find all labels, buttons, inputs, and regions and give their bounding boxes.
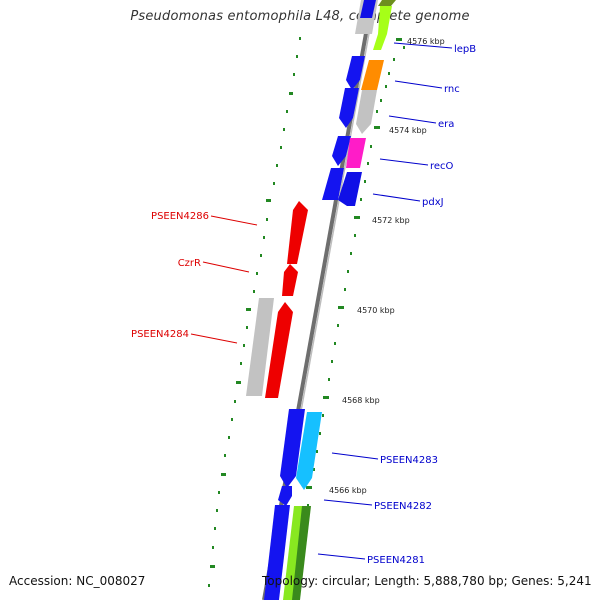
gene-block <box>339 88 359 128</box>
gene-block <box>278 486 292 506</box>
scale-label: 4572 kbp <box>372 216 410 225</box>
gene-block <box>246 298 274 396</box>
scale-label: 4566 kbp <box>329 486 367 495</box>
gene-PSEEN4284 <box>265 302 293 398</box>
scale-label: 4570 kbp <box>357 306 395 315</box>
gene-label-recO[interactable]: recO <box>430 161 454 172</box>
reverse-gene-labels: PSEEN4286 CzrR PSEEN4284 <box>131 211 209 340</box>
gene-block <box>332 136 351 166</box>
gene-block <box>322 168 344 200</box>
gene-label-PSEEN4284[interactable]: PSEEN4284 <box>131 329 189 340</box>
accession-text: Accession: NC_008027 <box>9 574 146 588</box>
gene-block <box>378 0 396 6</box>
label-connectors <box>190 42 453 560</box>
forward-gene-labels: lepB rnc era recO pdxJ PSEEN4283 PSEEN42… <box>367 44 476 566</box>
gene-block <box>346 56 365 90</box>
gene-PSEEN4286 <box>287 201 308 264</box>
gene-pdxJ <box>338 172 362 206</box>
inner-tick-ring <box>208 37 301 587</box>
gene-CzrR <box>282 264 298 296</box>
gene-PSEEN4283 <box>296 412 322 490</box>
gene-label-rnc[interactable]: rnc <box>444 84 460 95</box>
gene-label-era[interactable]: era <box>438 119 454 130</box>
gene-block <box>280 409 305 488</box>
gene-label-pdxJ[interactable]: pdxJ <box>422 197 444 208</box>
gene-block <box>264 505 290 600</box>
gene-label-PSEEN4286[interactable]: PSEEN4286 <box>151 211 209 222</box>
reverse-strand-genes <box>246 201 308 398</box>
gene-label-CzrR[interactable]: CzrR <box>178 258 201 269</box>
gene-label-lepB[interactable]: lepB <box>454 44 476 55</box>
gene-label-PSEEN4281[interactable]: PSEEN4281 <box>367 555 425 566</box>
scale-label: 4576 kbp <box>407 37 445 46</box>
genome-summary-text: Topology: circular; Length: 5,888,780 bp… <box>262 574 592 588</box>
scale-label: 4568 kbp <box>342 396 380 405</box>
gene-lepB <box>373 6 392 50</box>
gene-rnc <box>361 60 384 90</box>
scale-label: 4574 kbp <box>389 126 427 135</box>
scale-labels: 4576 kbp 4574 kbp 4572 kbp 4570 kbp 4568… <box>329 37 445 495</box>
gene-block <box>292 506 311 600</box>
gene-era <box>356 90 377 134</box>
gene-recO <box>346 138 366 168</box>
gene-label-PSEEN4282[interactable]: PSEEN4282 <box>374 501 432 512</box>
forward-strand-genes <box>264 0 396 600</box>
gene-label-PSEEN4283[interactable]: PSEEN4283 <box>380 455 438 466</box>
gene-block <box>360 0 376 18</box>
